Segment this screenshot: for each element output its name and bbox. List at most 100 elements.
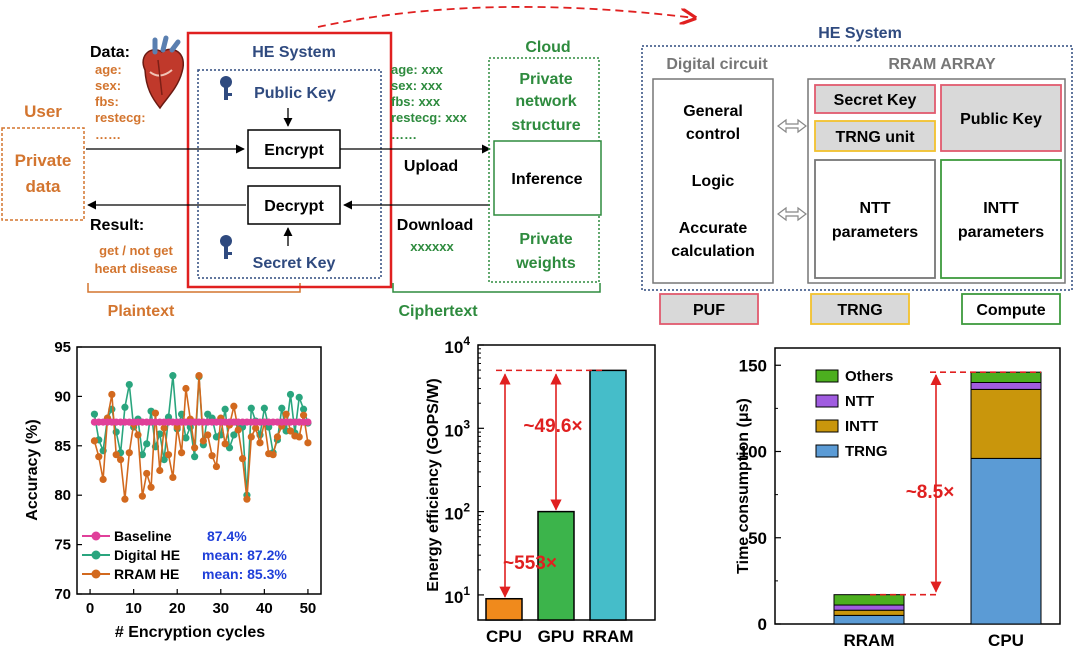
rram-he-point xyxy=(143,469,151,478)
cloud-title: Cloud xyxy=(525,39,570,56)
download-value: xxxxxx xyxy=(410,239,454,254)
time-plot-frame xyxy=(774,347,1061,625)
rram-he-point xyxy=(182,384,190,393)
digital-he-point xyxy=(286,390,295,399)
annotation-49-6x: ~49.6× xyxy=(523,416,582,437)
legend-intt-swatch xyxy=(815,419,839,433)
time-bar-cpu-intt xyxy=(970,388,1042,459)
accuracy-xtick-label: 20 xyxy=(169,600,186,617)
energy-ytick-label: 103 xyxy=(444,417,470,440)
digital-circuit-title: Digital circuit xyxy=(666,56,768,73)
time-bar-rram-others xyxy=(833,594,905,606)
public-key-cell-label: Public Key xyxy=(960,111,1042,128)
data-title: Data: xyxy=(90,44,130,61)
time-bar-rram-intt xyxy=(833,609,905,616)
result-line2: heart disease xyxy=(94,261,177,276)
rram-he-point xyxy=(295,433,303,441)
plaintext-label: Plaintext xyxy=(108,303,175,320)
rram-array-title: RRAM ARRAY xyxy=(888,56,996,73)
cloud-structure-2: network xyxy=(515,93,576,110)
accuracy-ytick-label: 70 xyxy=(54,586,71,603)
digital-he-point xyxy=(143,440,151,448)
secret-key-icon xyxy=(220,235,232,259)
heart-icon xyxy=(142,35,185,110)
inference-label: Inference xyxy=(511,171,582,188)
digital-item-3: Logic xyxy=(692,173,735,190)
cloud-weights-1: Private xyxy=(519,231,572,248)
he-system-right-title: HE System xyxy=(818,25,902,42)
energy-ytick-label: 101 xyxy=(444,584,470,607)
public-key-cell xyxy=(940,84,1062,152)
trng-unit-label: TRNG unit xyxy=(835,129,915,146)
rram-he-point xyxy=(273,433,282,441)
energy-xtick-cpu: CPU xyxy=(486,627,522,646)
he-system-left-title: HE System xyxy=(252,44,336,61)
digital-he-point xyxy=(182,434,190,442)
legend-digital-marker xyxy=(91,550,101,560)
digital-he-point xyxy=(169,372,177,380)
energy-ytick-label: 104 xyxy=(444,334,470,357)
digital-he-point xyxy=(299,405,308,413)
decrypt-label: Decrypt xyxy=(264,198,324,215)
rram-he-point xyxy=(160,424,168,432)
time-xtick-rram: RRAM xyxy=(844,631,895,650)
encrypt-box xyxy=(247,129,341,169)
secret-key-cell xyxy=(814,84,936,114)
rram-he-point xyxy=(304,439,312,447)
rram-he-point xyxy=(121,495,129,503)
accuracy-ytick-label: 75 xyxy=(54,537,71,554)
data-field-restecg: restecg: xyxy=(95,110,146,125)
intt-line2: parameters xyxy=(958,224,1044,241)
user-label: User xyxy=(24,102,62,121)
accuracy-ytick-label: 90 xyxy=(54,388,71,405)
legend-rram-label: RRAM HE xyxy=(114,566,179,582)
digital-he-point xyxy=(191,453,199,461)
rram-he-point xyxy=(221,440,229,448)
ntt-line2: parameters xyxy=(832,224,918,241)
energy-ytick-label: 102 xyxy=(444,501,470,524)
rram-he-point xyxy=(199,437,207,445)
energy-bar-cpu xyxy=(485,597,523,621)
time-bar-cpu-trng xyxy=(970,457,1042,625)
digital-he-point xyxy=(260,404,268,412)
digital-he-point xyxy=(121,403,129,411)
he-system-left-inner xyxy=(197,69,382,279)
legend-puf-box xyxy=(659,293,759,325)
decrypt-box xyxy=(247,185,341,225)
energy-bar-rram xyxy=(589,369,627,621)
time-bar-cpu-others xyxy=(970,371,1042,383)
rram-he-point xyxy=(269,451,277,459)
time-bar-rram-trng xyxy=(833,614,905,625)
energy-efficiency-chart: Energy efficiency (GOPS/W) 101102103104 … xyxy=(425,334,656,646)
cipher-field-age: age: xxx xyxy=(391,62,444,77)
rram-he-point xyxy=(247,433,255,441)
energy-xtick-rram: RRAM xyxy=(583,627,634,646)
intt-cell xyxy=(940,159,1062,279)
digital-he-point xyxy=(125,380,133,389)
he-system-left-frame xyxy=(186,31,393,289)
legend-trng-swatch xyxy=(815,444,839,458)
rram-he-point xyxy=(256,439,264,447)
inference-box xyxy=(493,140,602,216)
accuracy-xlabel: # Encryption cycles xyxy=(115,624,265,641)
time-xtick-cpu: CPU xyxy=(988,631,1024,650)
rram-he-point xyxy=(282,410,290,418)
legend-trng-label: TRNG xyxy=(845,443,888,460)
rram-he-point xyxy=(195,372,203,380)
bidirectional-arrow-top xyxy=(777,118,807,134)
trng-unit-cell xyxy=(814,120,936,152)
accuracy-ytick-label: 95 xyxy=(54,339,71,356)
accuracy-xtick-label: 10 xyxy=(125,600,142,617)
cipher-field-sex: sex: xxx xyxy=(391,78,443,93)
secret-key-cell-label: Secret Key xyxy=(834,92,917,109)
rram-he-point xyxy=(99,475,107,483)
data-field-fbs: fbs: xyxy=(95,94,119,109)
legend-ntt-label: NTT xyxy=(845,393,874,410)
accuracy-xtick-label: 0 xyxy=(86,600,94,617)
cloud-structure-3: structure xyxy=(511,117,580,134)
time-bar-cpu-ntt xyxy=(970,382,1042,390)
rram-he-point xyxy=(230,402,238,410)
encrypt-label: Encrypt xyxy=(264,142,324,159)
rram-he-point xyxy=(134,431,142,439)
